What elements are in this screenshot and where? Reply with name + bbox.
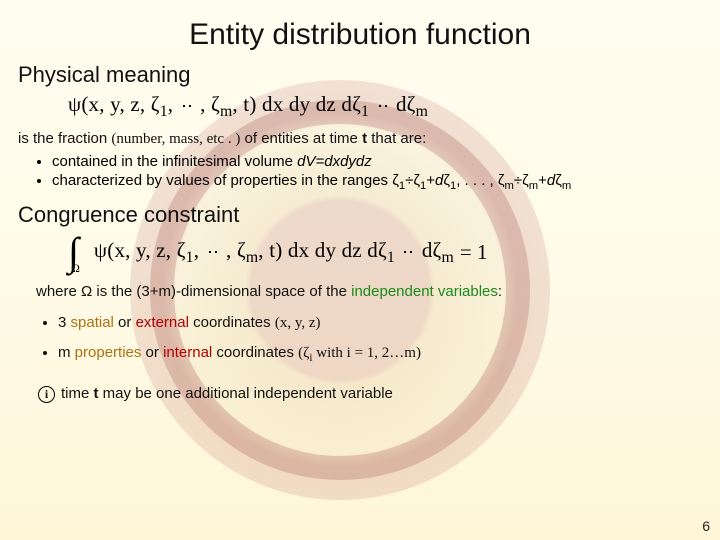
ellipsis-icon <box>378 99 388 113</box>
footnote: i time t may be one additional independe… <box>38 384 702 404</box>
ellipsis-icon <box>403 245 413 259</box>
integral-icon: ∫Ω <box>68 232 88 272</box>
info-icon: i <box>38 386 55 403</box>
section-congruence-heading: Congruence constraint <box>18 202 702 228</box>
formula-integral: ∫Ω ψ(x, y, z, ζ1, , ζm, t) dx dy dz dζ1 … <box>68 232 702 272</box>
section-physical-heading: Physical meaning <box>18 62 702 88</box>
page-title: Entity distribution function <box>18 18 702 52</box>
formula-psi-expr: ψ(x, y, z, ζ1, , ζm, t) dx dy dz dζ1 dζm <box>68 92 428 121</box>
ellipsis-icon <box>208 245 218 259</box>
list-item: characterized by values of properties in… <box>52 172 702 192</box>
list-item: contained in the infinitesimal volume dV… <box>52 153 702 170</box>
omega-line: where Ω is the (3+m)-dimensional space o… <box>36 282 702 302</box>
formula-psi: ψ(x, y, z, ζ1, , ζm, t) dx dy dz dζ1 dζm <box>68 92 702 121</box>
page-number: 6 <box>702 518 710 534</box>
slide-content: Entity distribution function Physical me… <box>0 0 720 404</box>
congruence-bullets: 3 spatial or external coordinates (x, y,… <box>58 313 702 366</box>
list-item: 3 spatial or external coordinates (x, y,… <box>58 313 702 333</box>
physical-lead: is the fraction (number, mass, etc . ) o… <box>18 129 702 149</box>
list-item: m properties or internal coordinates (ζi… <box>58 343 702 366</box>
physical-bullets: contained in the infinitesimal volume dV… <box>52 153 702 192</box>
ellipsis-icon <box>182 99 192 113</box>
formula-psi-expr-2: ψ(x, y, z, ζ1, , ζm, t) dx dy dz dζ1 dζm <box>94 238 454 267</box>
